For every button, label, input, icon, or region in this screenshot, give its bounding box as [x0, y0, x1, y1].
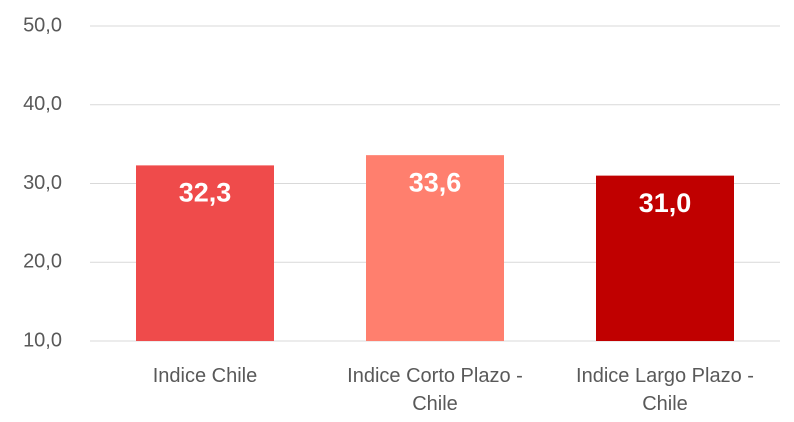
y-tick-label: 20,0 [23, 251, 62, 273]
y-tick-label: 40,0 [23, 93, 62, 115]
x-tick-label: Indice Largo Plazo - Chile [576, 365, 754, 415]
x-tick-label: Indice Chile [152, 365, 258, 387]
y-tick-label: 50,0 [23, 14, 62, 36]
data-label: 32,3 [179, 178, 232, 208]
y-tick-label: 10,0 [23, 329, 62, 351]
bar [136, 165, 274, 341]
data-label: 33,6 [409, 167, 462, 197]
bar [596, 175, 734, 341]
y-tick-label: 30,0 [23, 172, 62, 194]
bar [366, 155, 504, 341]
data-label: 31,0 [639, 188, 692, 218]
x-tick-label: Indice Corto Plazo - Chile [347, 365, 523, 415]
